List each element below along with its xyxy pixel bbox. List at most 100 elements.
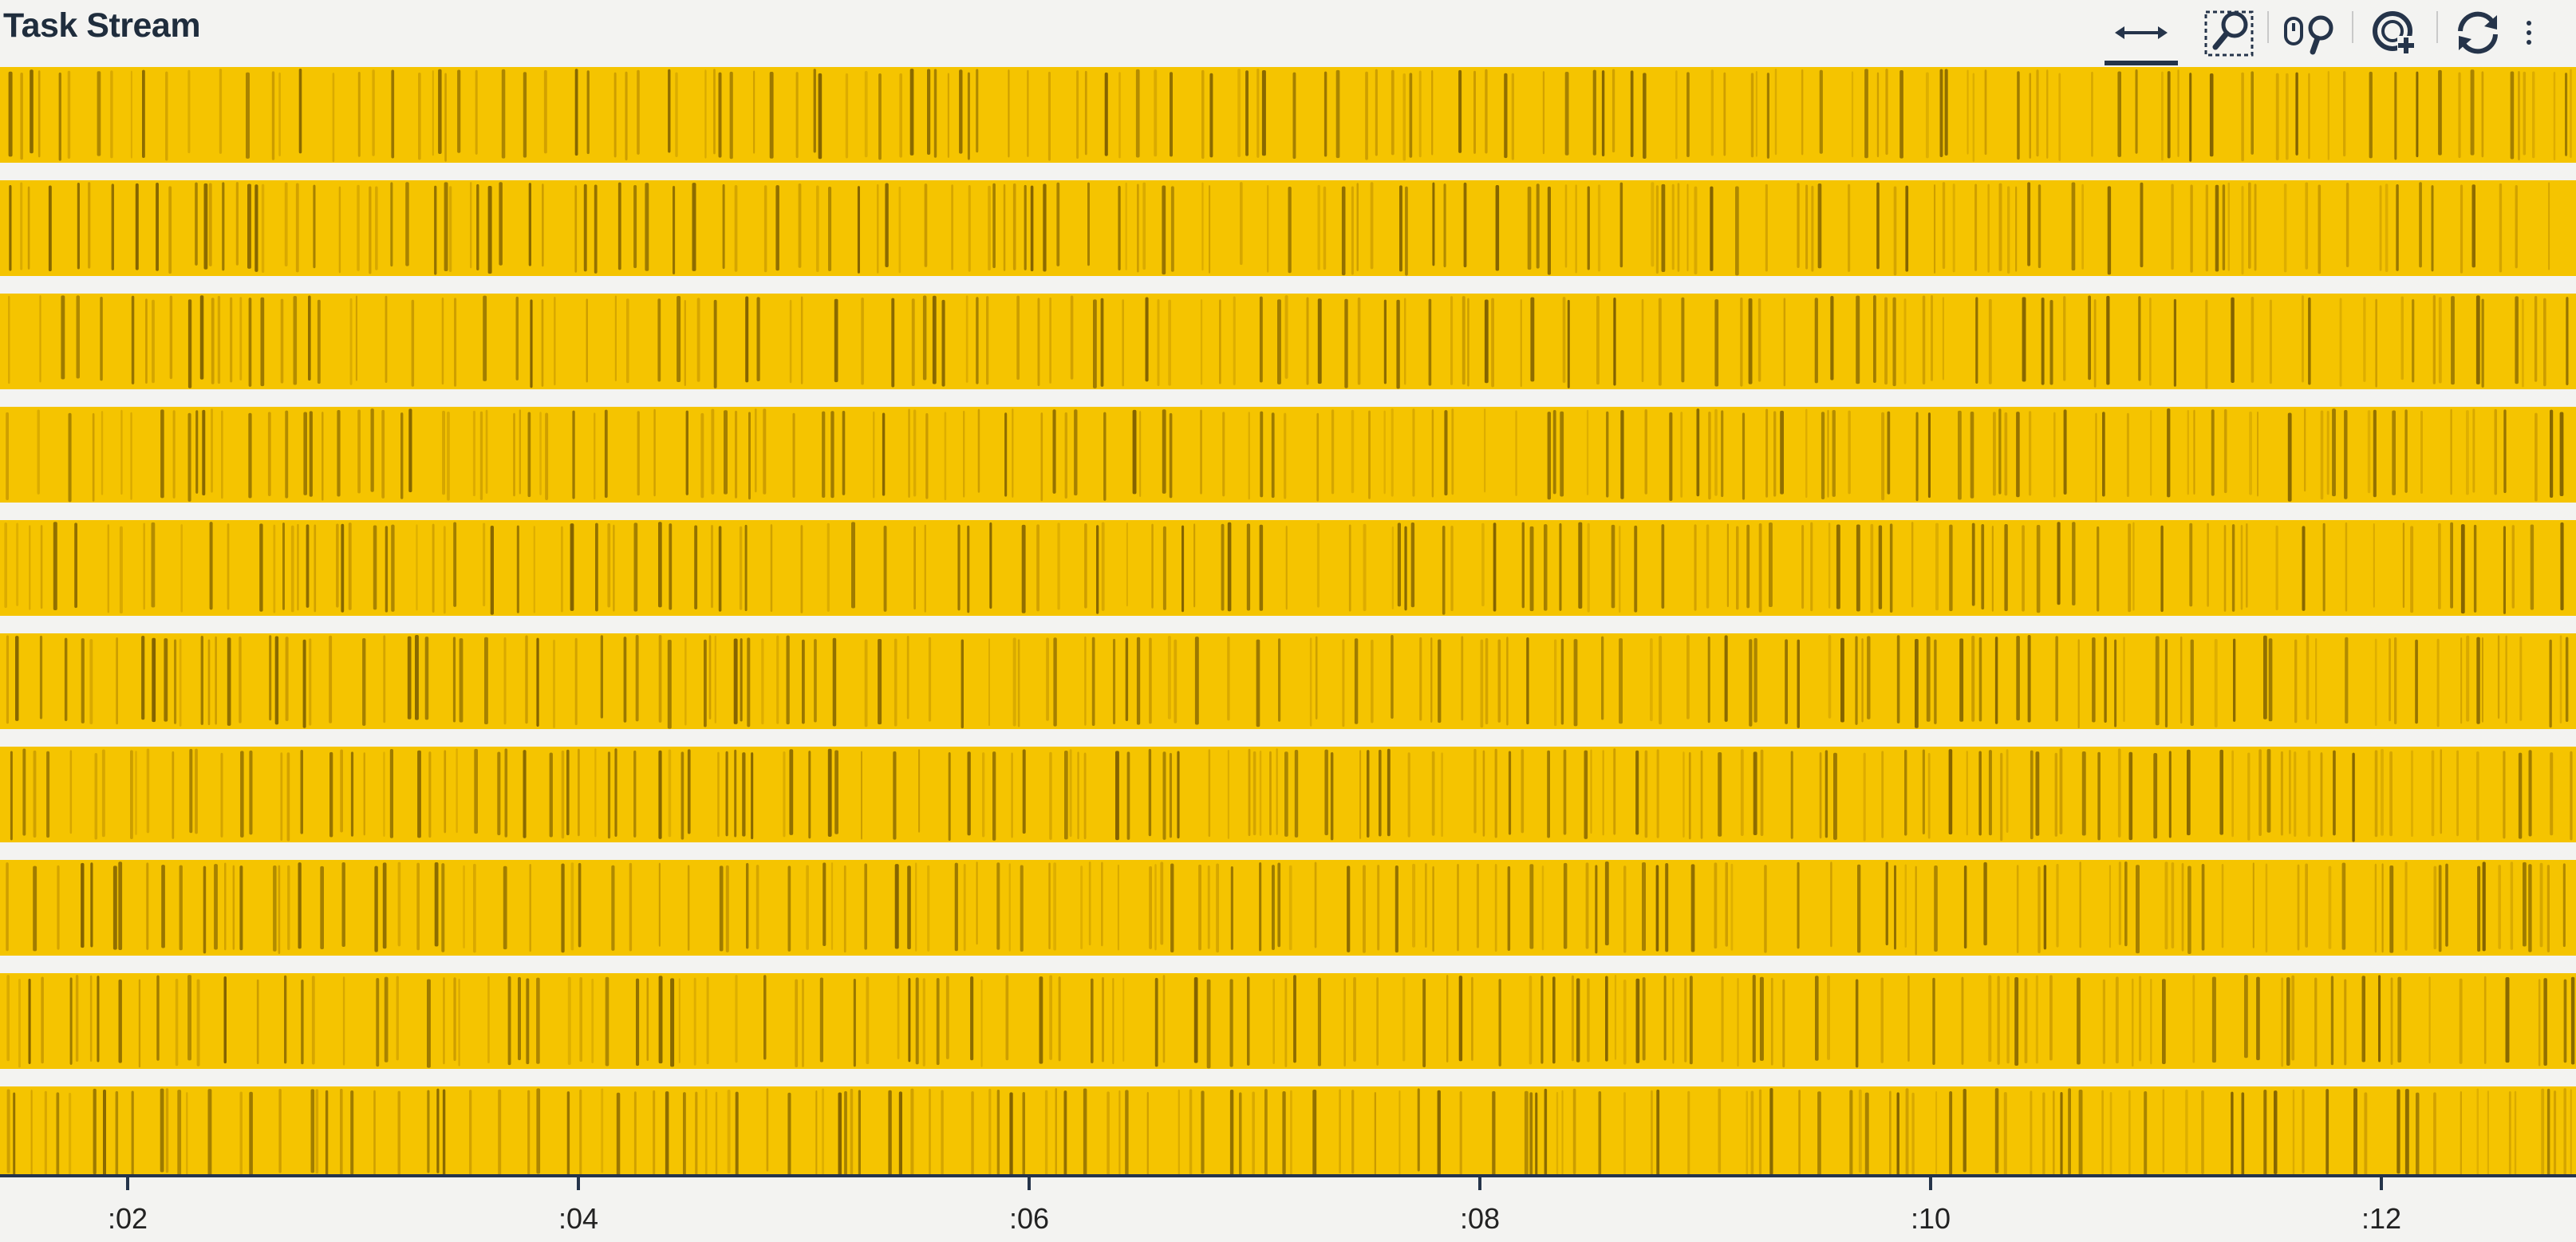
task-mark[interactable] [2353,1088,2357,1177]
task-mark[interactable] [832,637,837,727]
task-mark[interactable] [1324,749,1328,836]
task-mark[interactable] [549,752,553,838]
task-mark[interactable] [391,524,395,612]
task-mark[interactable] [1209,73,1213,158]
task-mark[interactable] [249,1091,253,1176]
task-mark[interactable] [81,862,85,948]
task-mark[interactable] [1391,526,1394,610]
task-mark[interactable] [1049,751,1052,840]
task-mark[interactable] [770,524,773,613]
task-mark[interactable] [1260,411,1264,498]
task-mark[interactable] [165,71,168,161]
task-mark[interactable] [1221,523,1225,611]
task-mark[interactable] [2162,979,2166,1064]
task-mark[interactable] [2153,752,2158,839]
task-mark[interactable] [858,1090,861,1177]
task-mark[interactable] [536,637,539,727]
task-mark[interactable] [893,751,897,840]
task-mark[interactable] [2539,862,2543,948]
task-mark[interactable] [2167,71,2171,159]
task-mark[interactable] [878,638,882,725]
task-mark[interactable] [248,412,252,499]
task-mark[interactable] [2140,182,2144,268]
task-mark[interactable] [2308,297,2311,385]
task-mark[interactable] [1576,978,1580,1063]
task-mark[interactable] [2258,749,2262,836]
task-mark[interactable] [474,748,478,834]
task-mark[interactable] [441,297,444,385]
task-mark[interactable] [528,183,531,266]
task-mark[interactable] [57,865,60,950]
task-mark[interactable] [1706,524,1710,609]
task-mark[interactable] [1088,862,1091,946]
task-mark[interactable] [2570,1089,2572,1175]
task-mark[interactable] [668,749,672,838]
task-mark[interactable] [670,978,675,1067]
task-mark[interactable] [373,525,377,610]
task-mark[interactable] [297,523,299,611]
task-mark[interactable] [1650,638,1653,722]
task-mark[interactable] [2549,639,2552,728]
task-mark[interactable] [1904,864,1907,948]
task-mark[interactable] [2553,72,2556,161]
task-mark[interactable] [1948,749,1953,835]
task-mark[interactable] [1096,525,1099,614]
task-mark[interactable] [2543,298,2546,387]
task-mark[interactable] [1277,299,1281,384]
task-mark[interactable] [2161,71,2164,161]
task-mark[interactable] [223,976,227,1064]
task-mark[interactable] [1282,1091,1286,1175]
task-mark[interactable] [996,862,1000,950]
task-mark[interactable] [961,639,964,729]
task-mark[interactable] [1357,297,1361,385]
task-mark[interactable] [1521,522,1525,609]
task-mark[interactable] [1267,184,1269,273]
task-mark[interactable] [2006,749,2009,833]
task-mark[interactable] [2109,865,2111,948]
task-mark[interactable] [1395,865,1398,953]
task-mark[interactable] [2389,865,2394,953]
task-mark[interactable] [1063,1090,1067,1177]
task-mark[interactable] [278,1089,282,1173]
task-mark[interactable] [1404,298,1406,385]
task-mark[interactable] [1797,862,1800,949]
task-mark[interactable] [1790,751,1793,839]
task-mark[interactable] [160,409,164,499]
task-mark[interactable] [383,751,385,837]
task-mark[interactable] [1494,864,1497,952]
task-mark[interactable] [180,524,183,613]
task-mark[interactable] [1351,1090,1355,1174]
task-mark[interactable] [1053,637,1057,727]
task-mark[interactable] [2477,865,2481,952]
task-mark[interactable] [2063,296,2066,381]
task-mark[interactable] [1409,73,1413,158]
task-mark[interactable] [629,862,633,952]
task-mark[interactable] [357,409,361,494]
task-mark[interactable] [2473,524,2477,613]
task-mark[interactable] [2221,863,2224,948]
task-mark[interactable] [1233,296,1236,385]
task-mark[interactable] [1309,637,1312,727]
task-mark[interactable] [1484,408,1486,493]
task-mark[interactable] [2341,862,2346,950]
task-mark[interactable] [806,865,809,950]
task-mark[interactable] [1584,750,1588,839]
task-mark[interactable] [700,412,704,499]
task-mark[interactable] [925,412,929,499]
task-mark[interactable] [574,637,578,726]
task-mark[interactable] [1753,751,1757,836]
task-mark[interactable] [2295,72,2298,156]
task-mark[interactable] [1154,864,1157,951]
task-mark[interactable] [434,862,439,947]
task-mark[interactable] [561,863,565,953]
task-mark[interactable] [1347,865,1351,952]
task-mark[interactable] [239,636,242,724]
task-mark[interactable] [2118,862,2121,945]
task-mark[interactable] [2088,295,2091,380]
task-mark[interactable] [680,751,684,840]
task-mark[interactable] [687,865,690,951]
task-mark[interactable] [1005,975,1009,1061]
task-mark[interactable] [384,976,389,1063]
task-mark[interactable] [161,865,165,948]
task-mark[interactable] [864,639,868,727]
